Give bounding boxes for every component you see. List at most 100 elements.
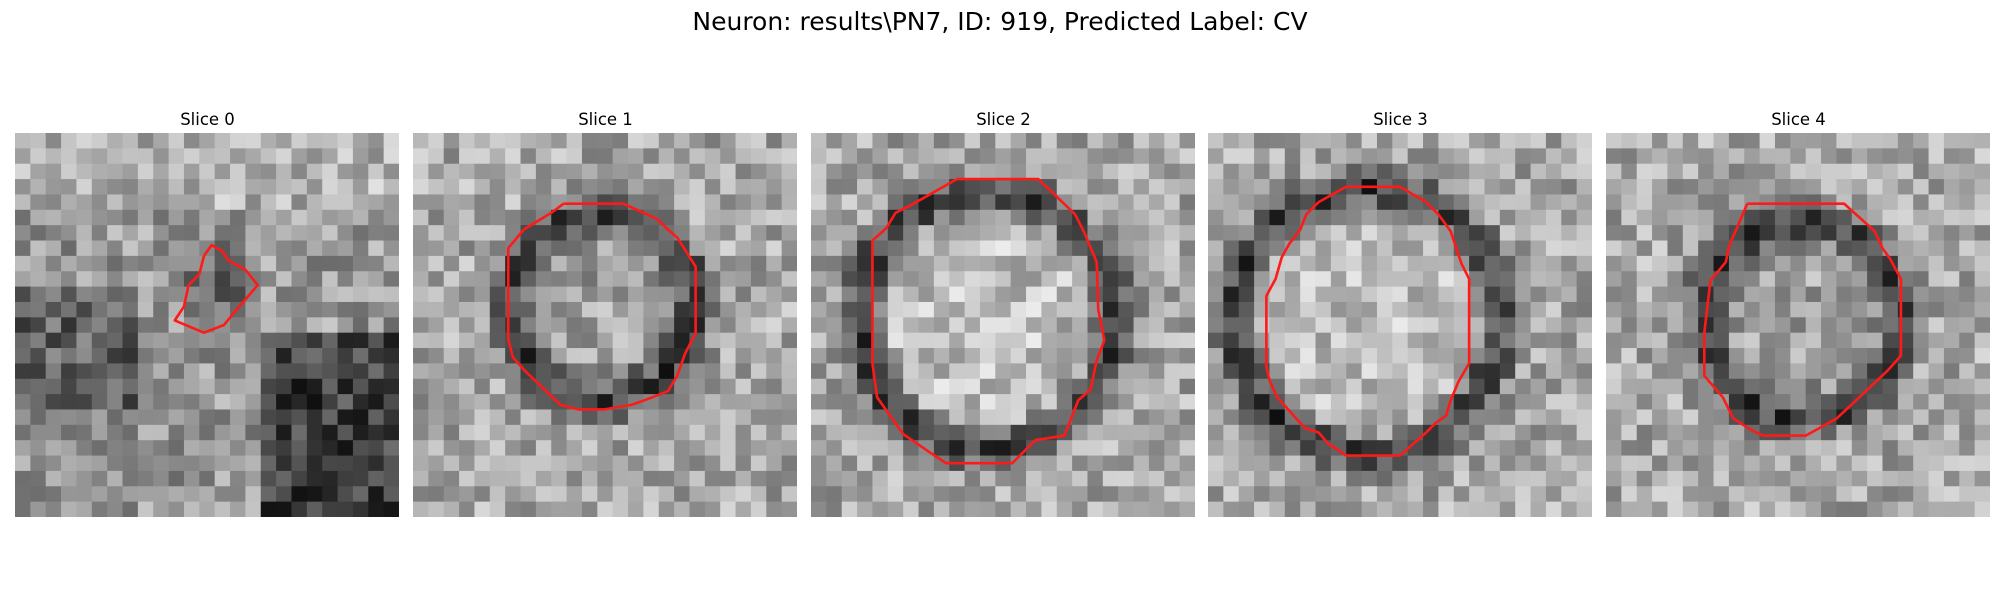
- pixel: [1315, 163, 1332, 180]
- pixel: [766, 470, 783, 487]
- pixel: [459, 286, 476, 303]
- pixel: [1515, 148, 1532, 165]
- pixel: [857, 286, 874, 303]
- pixel: [735, 348, 752, 365]
- pixel: [1499, 179, 1516, 196]
- pixel: [91, 133, 108, 149]
- pixel: [1056, 225, 1073, 242]
- pixel: [1621, 470, 1638, 487]
- pixel: [107, 440, 124, 457]
- pixel: [566, 271, 583, 288]
- pixel: [306, 148, 323, 165]
- pixel: [1928, 363, 1945, 380]
- pixel: [1499, 486, 1516, 503]
- pixel: [1636, 440, 1653, 457]
- pixel: [1805, 255, 1822, 272]
- pixel: [260, 255, 277, 272]
- pixel: [857, 163, 874, 180]
- pixel: [1179, 455, 1195, 472]
- pixel: [1545, 363, 1562, 380]
- pixel: [1346, 501, 1363, 517]
- pixel: [1223, 363, 1240, 380]
- pixel: [933, 348, 950, 365]
- pixel: [1606, 409, 1622, 426]
- pixel: [704, 378, 721, 395]
- pixel: [306, 317, 323, 334]
- pixel: [1469, 455, 1486, 472]
- pixel: [551, 332, 568, 349]
- pixel: [1102, 332, 1119, 349]
- pixel: [199, 225, 216, 242]
- pixel: [337, 332, 354, 349]
- pixel: [15, 424, 31, 441]
- pixel: [1041, 363, 1058, 380]
- pixel: [1821, 332, 1838, 349]
- pixel: [1072, 409, 1089, 426]
- pixel: [413, 394, 429, 411]
- pixel: [107, 501, 124, 517]
- pixel: [306, 470, 323, 487]
- pixel: [91, 194, 108, 211]
- pixel: [168, 133, 185, 149]
- pixel: [1269, 332, 1286, 349]
- pixel: [15, 209, 31, 226]
- pixel: [474, 240, 491, 257]
- pixel: [1300, 225, 1317, 242]
- pixel: [1041, 301, 1058, 318]
- pixel: [1913, 317, 1930, 334]
- pixel: [1943, 378, 1960, 395]
- pixel: [811, 148, 827, 165]
- pixel: [689, 409, 706, 426]
- pixel: [337, 271, 354, 288]
- pixel: [1284, 301, 1301, 318]
- segmentation-contour: [1702, 202, 1903, 437]
- pixel: [1943, 424, 1960, 441]
- pixel: [1223, 163, 1240, 180]
- pixel: [1041, 286, 1058, 303]
- pixel: [566, 486, 583, 503]
- pixel: [766, 194, 783, 211]
- pixel: [1407, 271, 1424, 288]
- pixel: [1713, 179, 1730, 196]
- pixel: [168, 378, 185, 395]
- pixel: [1164, 317, 1181, 334]
- pixel: [30, 255, 47, 272]
- pixel: [1744, 501, 1761, 517]
- pixel: [1530, 255, 1547, 272]
- pixel: [995, 409, 1012, 426]
- pixel: [872, 209, 889, 226]
- pixel: [1821, 501, 1838, 517]
- pixel: [230, 286, 247, 303]
- pixel: [1821, 486, 1838, 503]
- pixel: [1759, 271, 1776, 288]
- pixel: [1790, 225, 1807, 242]
- pixel: [1943, 486, 1960, 503]
- pixel: [1010, 317, 1027, 334]
- pixel: [489, 424, 506, 441]
- pixel: [1284, 148, 1301, 165]
- pixel: [91, 424, 108, 441]
- pixel: [322, 501, 339, 517]
- pixel: [811, 409, 827, 426]
- pixel: [735, 148, 752, 165]
- pixel: [153, 470, 170, 487]
- pixel: [306, 363, 323, 380]
- pixel: [413, 424, 429, 441]
- pixel: [1423, 501, 1440, 517]
- pixel: [1284, 194, 1301, 211]
- pixel: [1484, 501, 1501, 517]
- pixel: [1179, 255, 1195, 272]
- pixel: [1072, 317, 1089, 334]
- pixel: [535, 470, 552, 487]
- pixel: [1179, 209, 1195, 226]
- pixel: [368, 470, 385, 487]
- pixel: [1010, 332, 1027, 349]
- pixel: [474, 470, 491, 487]
- pixel: [1208, 332, 1224, 349]
- pixel: [214, 424, 231, 441]
- pixel: [1238, 148, 1255, 165]
- pixel: [1133, 455, 1150, 472]
- pixel: [1102, 470, 1119, 487]
- pixel: [704, 363, 721, 380]
- pixel: [45, 440, 62, 457]
